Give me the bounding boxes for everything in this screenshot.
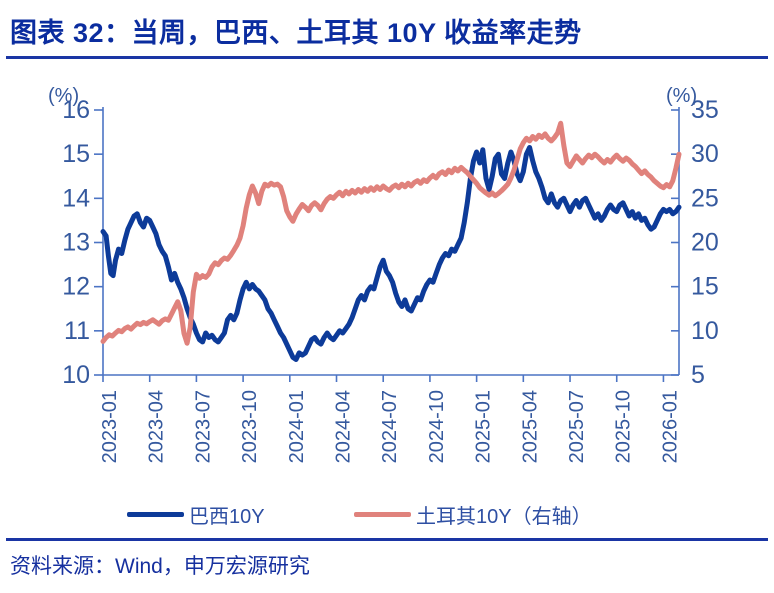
legend-label-turkey: 土耳其10Y（右轴） <box>416 506 592 528</box>
x-axis-tick-label: 2025-04 <box>519 390 541 463</box>
right-axis-tick-label: 20 <box>691 229 719 257</box>
legend-item-turkey: 土耳其10Y（右轴） <box>354 500 592 529</box>
left-axis-tick-label: 10 <box>62 361 90 389</box>
legend-item-brazil: 巴西10Y <box>127 500 265 529</box>
x-axis-tick-label: 2023-07 <box>192 390 214 463</box>
x-axis-tick-label: 2024-07 <box>379 390 401 463</box>
right-axis-tick-label: 15 <box>691 273 719 301</box>
x-axis-tick-label: 2024-04 <box>333 390 355 463</box>
x-axis-tick-label: 2025-07 <box>566 390 588 463</box>
left-axis-tick-label: 14 <box>62 184 90 212</box>
turkey-line-swatch <box>354 512 411 517</box>
title-underline-rule <box>6 56 768 59</box>
left-axis-tick-label: 16 <box>62 96 90 124</box>
figure-title: 图表 32：当周，巴西、土耳其 10Y 收益率走势 <box>10 18 582 48</box>
right-axis-tick-label: 35 <box>691 96 719 124</box>
legend-label-brazil: 巴西10Y <box>189 506 265 528</box>
x-axis-tick-label: 2025-01 <box>473 390 495 463</box>
right-axis-tick-label: 30 <box>691 140 719 168</box>
x-axis-tick-label: 2024-10 <box>426 390 448 463</box>
right-axis-tick-label: 5 <box>691 361 705 389</box>
left-axis-unit-label: (%) <box>48 85 79 107</box>
left-axis-tick-label: 13 <box>62 229 90 257</box>
left-axis-tick-label: 11 <box>64 317 90 345</box>
brazil-10y-line <box>100 145 682 362</box>
source-line: 资料来源：Wind，申万宏源研究 <box>10 555 310 578</box>
x-axis-tick-label: 2025-10 <box>613 390 635 463</box>
left-axis-tick-label: 15 <box>62 140 90 168</box>
brazil-line-swatch <box>127 512 184 517</box>
x-axis-tick-label: 2024-01 <box>286 390 308 463</box>
x-axis-tick-label: 2023-01 <box>99 390 121 463</box>
x-axis-tick-label: 2023-04 <box>146 390 168 463</box>
left-axis-tick-label: 12 <box>62 273 90 301</box>
bottom-rule <box>6 538 768 541</box>
right-axis-unit-label: (%) <box>666 85 697 107</box>
right-axis-tick-label: 25 <box>691 184 719 212</box>
x-axis-tick-label: 2023-10 <box>239 390 261 463</box>
right-axis-tick-label: 10 <box>691 317 719 345</box>
x-axis-tick-label: 2026-01 <box>659 390 681 463</box>
turkey-10y-line <box>100 120 682 346</box>
